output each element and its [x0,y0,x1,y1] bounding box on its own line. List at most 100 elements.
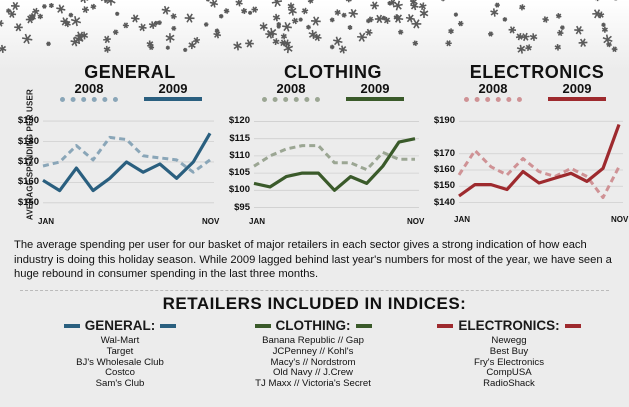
legend-year-electronics-2009: 2009 [562,81,592,96]
snowflake-icon [81,6,90,14]
series-line-2008 [42,135,211,174]
snowflake-icon [578,38,588,47]
snowflake-icon [410,1,419,11]
retailers-electronics: ELECTRONICS: Newegg Best Buy Fry's Electro… [424,318,594,390]
snowflake-icon [0,44,7,53]
series-line-2009 [42,132,212,193]
x-tick-label: JAN [249,217,266,226]
retailer-item: Costco [105,367,135,379]
x-tick-label: NOV [202,217,220,226]
snowflake-icon [311,16,321,26]
legend-year-general-2008: 2008 [74,81,104,96]
snowflake-icon [329,17,335,23]
snowflake-icon [392,0,403,11]
legend-swatch-general-2009 [144,97,202,101]
snowflake-icon [418,2,427,11]
snowflake-icon [308,29,318,40]
snowflake-icon [516,44,526,54]
general-bar-icon [63,323,80,328]
snowflake-icon [542,16,549,23]
snowflake-icon [46,41,51,47]
snowflake-icon [138,23,147,32]
y-tick-label: $105 [228,167,250,179]
x-tick-label: NOV [611,215,629,224]
snowflake-icon [276,24,281,29]
y-tick-label: $115 [229,132,250,144]
snowflake-icon [574,25,584,35]
snowflake-icon [68,12,74,18]
y-tick-label: $160 [17,176,39,188]
snowflake-icon [525,44,532,51]
snowflake-icon [366,18,371,24]
snowflake-icon [115,11,120,17]
snowflake-icon [60,17,70,26]
y-tick-label: $150 [17,196,39,208]
chart-title-electronics: ELECTRONICS [469,62,605,82]
clothing-bar-icon [254,323,271,328]
snowflake-icon [251,6,258,13]
retailer-item: Fry's Electronics [473,356,545,368]
snowflake-icon [529,33,538,41]
retailers-clothing-label: CLOTHING: [275,318,351,333]
snowflake-icon [357,32,367,42]
snowflake-icon [8,10,17,19]
snowflake-icon [103,45,111,53]
retailer-item: Wal-Mart [100,335,140,346]
general-bar-icon [160,323,177,328]
retailers-general: GENERAL: Wal-Mart Target BJ's Wholesale Cl… [35,318,205,390]
retailers-clothing-list: Banana Republic // Gap JCPenney // Kohl's… [228,335,398,390]
snowflake-icon [161,5,171,15]
snowflake-icon [79,0,89,4]
y-tick-label: $180 [17,135,39,147]
snowflake-icon [170,13,177,20]
retailers-general-list: Wal-Mart Target BJ's Wholesale Club Costco S… [35,335,205,390]
y-tick-label: $170 [17,155,39,167]
y-tick-label: $170 [433,147,455,159]
snowflake-icon [148,44,155,51]
snowflake-icon [387,0,393,6]
snowflake-icon [521,32,530,42]
snowflake-icon [112,29,119,36]
snowflake-icon [0,19,4,27]
snowflake-icon [28,13,36,20]
chart-svg-general [42,120,214,204]
retailer-item: BJ's Wholesale Club [76,356,164,368]
retailer-item: Target [106,345,134,357]
snowflake-icon [70,37,80,47]
snowflake-icon [90,3,97,10]
snowflake-icon [393,13,404,24]
snowflake-icon [457,20,464,27]
retailer-item: RadioShack [483,378,535,390]
snowflake-icon [272,13,281,22]
snowflake-icon [419,8,429,18]
snowflake-icon [448,28,454,35]
description-text: The average spending per user for our ba… [14,239,612,280]
snowflake-icon [592,9,602,19]
snowflake-icon [365,28,373,37]
chart-svg-clothing [253,121,419,208]
snowflake-icon [487,31,494,37]
snowflake-icon [370,1,379,10]
snowflake-icon [245,39,254,48]
snowflake-icon [606,41,612,48]
snowflake-icon [453,12,459,17]
snowflake-icon [56,4,66,14]
snowflake-icon [490,8,499,17]
divider-top [20,290,609,291]
snowflake-icon [241,7,248,15]
retailer-item: Old Navy // J.Crew [273,367,353,379]
clothing-bar-icon [355,323,372,328]
snowflake-icon [519,4,526,11]
y-tick-label: $110 [229,149,250,161]
retailer-item: Macy's // Nordstrom [270,356,356,368]
retailer-item: TJ Maxx // Victoria's Secret [255,378,371,390]
retailer-item: Banana Republic // Gap [262,335,364,346]
y-tick-label: $95 [234,201,250,213]
snowflake-icon [329,44,335,50]
snowflake-icon [131,14,140,23]
snowflake-icon [42,3,47,9]
snowflake-icon [307,0,314,4]
retailer-item: Best Buy [489,345,529,357]
snowflake-icon [397,29,404,35]
snowflake-icon [383,16,391,24]
